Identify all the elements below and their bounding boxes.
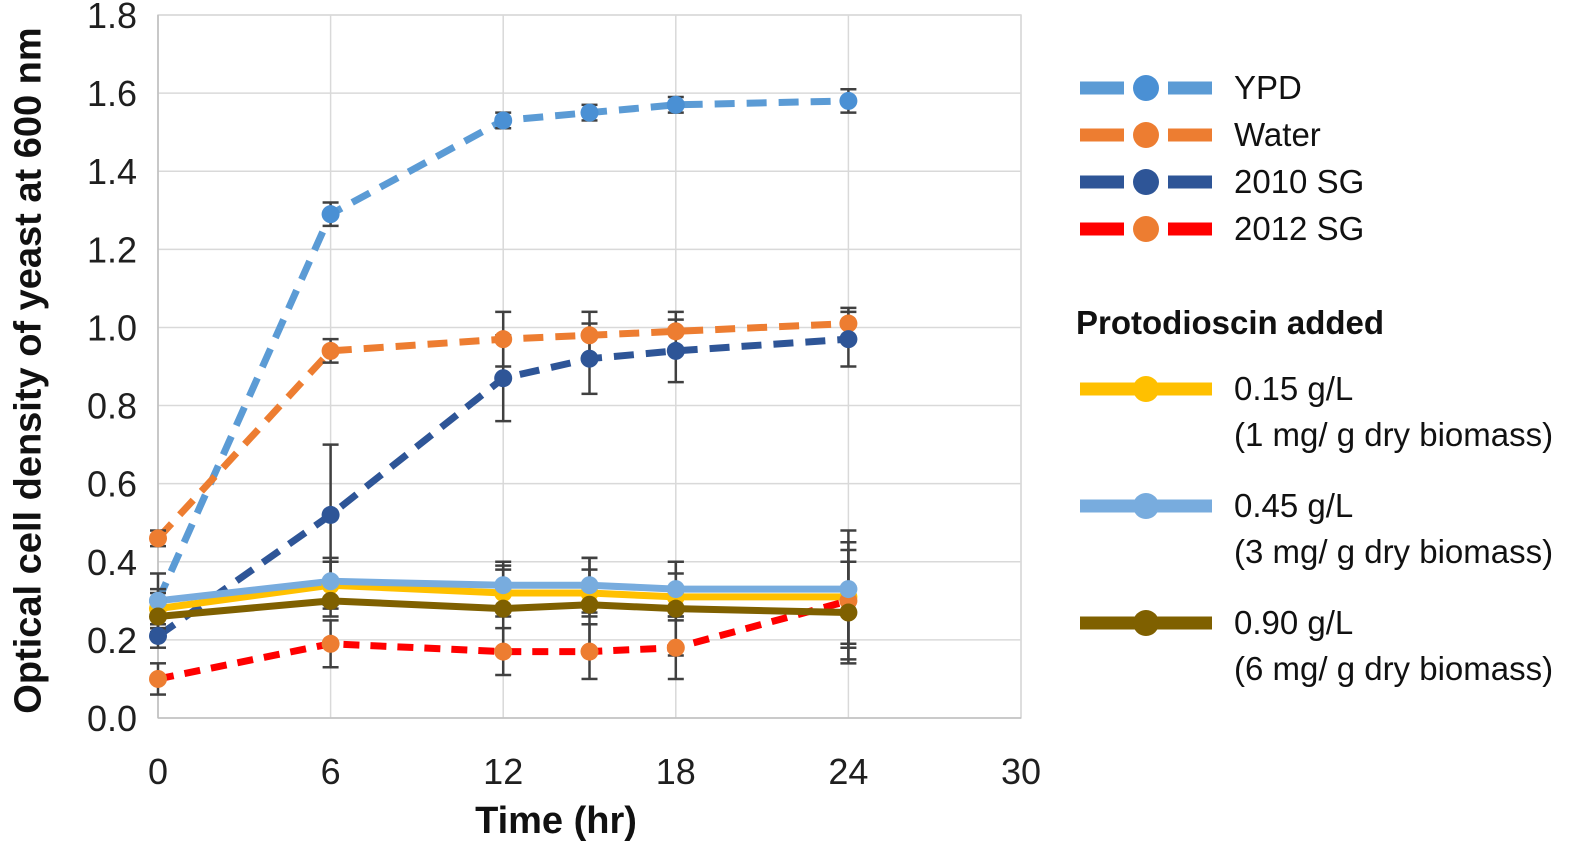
data-point-marker: [666, 341, 685, 360]
data-point-marker: [839, 314, 858, 333]
legend-item-2012-sg: 2012 SG: [1076, 205, 1364, 252]
data-point-marker: [839, 580, 858, 599]
data-point-marker: [321, 341, 340, 360]
legend-item-water: Water: [1076, 111, 1364, 158]
x-tick-label: 12: [483, 751, 523, 792]
data-point-marker: [580, 103, 599, 122]
y-tick-label: 0.8: [87, 386, 137, 427]
data-point-marker: [494, 599, 513, 618]
legend-media: YPD Water 2010 SG 2012 SG: [1076, 64, 1364, 252]
legend-sublabel-090: (6 mg/ g dry biomass): [1234, 650, 1554, 687]
legend-item-2010-sg: 2010 SG: [1076, 158, 1364, 205]
legend-swatch-045-icon: [1080, 493, 1212, 519]
y-tick-label: 0.6: [87, 464, 137, 505]
series-line-2010-sg: [155, 335, 849, 639]
data-point-marker: [580, 595, 599, 614]
legend-protodioscin: Protodioscin added 0.15 g/L (1 mg/ g dry…: [1076, 304, 1553, 717]
data-point-marker: [321, 591, 340, 610]
series-line-2012-sg: [157, 597, 850, 683]
legend-label-015: 0.15 g/L: [1234, 370, 1354, 407]
legend-swatch-water-icon: [1080, 121, 1212, 148]
data-point-marker: [321, 205, 340, 224]
data-point-marker: [666, 322, 685, 341]
y-axis-title: Optical cell density of yeast at 600 nm: [0, 0, 58, 740]
data-point-marker: [666, 580, 685, 599]
series-lines: [154, 97, 850, 683]
data-point-marker: [580, 326, 599, 345]
legend-sublabel-045: (3 mg/ g dry biomass): [1234, 533, 1554, 570]
legend-item-015: 0.15 g/L (1 mg/ g dry biomass): [1076, 366, 1553, 457]
series-line-ypd: [154, 97, 849, 603]
x-tick-label: 24: [828, 751, 868, 792]
x-axis-title: Time (hr): [475, 800, 637, 842]
y-tick-label: 1.4: [87, 151, 137, 192]
data-point-marker: [580, 642, 599, 661]
data-point-marker: [580, 576, 599, 595]
y-tick-label: 1.8: [87, 0, 137, 36]
y-tick-label: 0.0: [87, 698, 137, 739]
legend-header-protodioscin: Protodioscin added: [1076, 304, 1385, 341]
legend-label-2010-sg: 2010 SG: [1234, 162, 1365, 200]
data-point-marker: [839, 91, 858, 110]
y-tick-label: 0.2: [87, 620, 137, 661]
data-point-marker: [839, 603, 858, 622]
data-point-marker: [494, 576, 513, 595]
data-point-marker: [494, 642, 513, 661]
legend-swatch-2012-sg-icon: [1080, 215, 1212, 242]
legend-label-ypd: YPD: [1234, 68, 1302, 106]
series-line-0-45-g-l: [157, 577, 849, 605]
data-point-marker: [666, 599, 685, 618]
data-point-marker: [149, 607, 167, 626]
x-tick-label: 18: [656, 751, 696, 792]
legend-sublabel-015: (1 mg/ g dry biomass): [1234, 416, 1554, 453]
y-tick-label: 1.6: [87, 73, 137, 114]
series-line-0-90-g-l: [157, 597, 849, 620]
series-markers: [149, 91, 858, 688]
x-tick-label: 6: [321, 751, 341, 792]
axis-tick-labels: 0.0 0.2 0.4 0.6 0.8 1.0 1.2 1.4 1.6 1.8 0 6 12 18 24 30: [87, 0, 1041, 792]
legend-item-045: 0.45 g/L (3 mg/ g dry biomass): [1076, 483, 1553, 574]
legend-swatch-2010-sg-icon: [1080, 168, 1212, 195]
data-point-marker: [321, 505, 340, 524]
data-point-marker: [666, 95, 685, 114]
legend-label-water: Water: [1234, 115, 1321, 153]
data-point-marker: [494, 330, 513, 349]
legend-label-045: 0.45 g/L: [1234, 487, 1354, 524]
legend-item-ypd: YPD: [1076, 64, 1364, 111]
data-point-marker: [494, 369, 513, 388]
x-tick-label: 0: [148, 751, 168, 792]
data-point-marker: [666, 638, 685, 657]
series-line-0-15-g-l: [157, 581, 849, 613]
data-point-marker: [149, 669, 167, 688]
y-tick-label: 0.4: [87, 542, 137, 583]
legend-swatch-015-icon: [1080, 376, 1212, 402]
legend-label-2012-sg: 2012 SG: [1234, 209, 1365, 247]
data-point-marker: [149, 529, 167, 548]
data-point-marker: [321, 572, 340, 591]
data-point-marker: [494, 111, 513, 130]
data-point-marker: [839, 330, 858, 349]
y-tick-label: 1.2: [87, 229, 137, 270]
data-point-marker: [149, 626, 167, 645]
y-tick-label: 1.0: [87, 307, 137, 348]
data-point-marker: [321, 634, 340, 653]
legend-item-090: 0.90 g/L (6 mg/ g dry biomass): [1076, 600, 1553, 691]
data-point-marker: [580, 349, 599, 368]
y-axis-title-text: Optical cell density of yeast at 600 nm: [7, 26, 50, 714]
data-point-marker: [149, 591, 167, 610]
x-tick-label: 30: [1001, 751, 1041, 792]
legend-swatch-090-icon: [1080, 610, 1212, 636]
legend-label-090: 0.90 g/L: [1234, 604, 1354, 641]
legend-swatch-ypd-icon: [1080, 74, 1212, 101]
